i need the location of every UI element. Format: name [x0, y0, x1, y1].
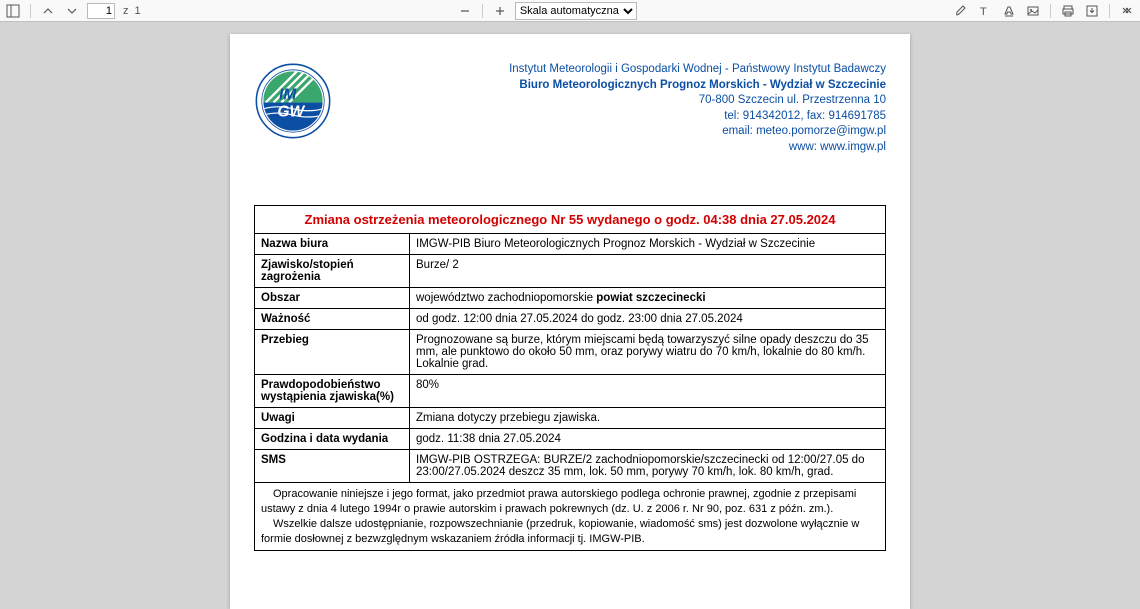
row-value: godz. 11:38 dnia 27.05.2024: [410, 429, 886, 450]
table-row: Uwagi Zmiana dotyczy przebiegu zjawiska.: [255, 408, 886, 429]
pdf-viewer[interactable]: IM GW Instytut Meteorologii i Gospodarki…: [0, 22, 1140, 609]
toolbar-separator: [1050, 4, 1051, 18]
zoom-in-button[interactable]: [491, 2, 509, 20]
page-total-label: 1: [135, 5, 141, 17]
image-button[interactable]: [1024, 2, 1042, 20]
row-label: Nazwa biura: [255, 234, 410, 255]
row-value: Prognozowane są burze, którym miejscami …: [410, 330, 886, 375]
footnote-row: Opracowanie niniejsze i jego format, jak…: [255, 483, 886, 551]
svg-text:T: T: [980, 6, 987, 18]
sidebar-toggle-button[interactable]: [4, 2, 22, 20]
row-value: Burze/ 2: [410, 255, 886, 288]
zoom-out-button[interactable]: [456, 2, 474, 20]
warning-title: Zmiana ostrzeżenia meteorologicznego Nr …: [255, 206, 886, 234]
pdf-page: IM GW Instytut Meteorologii i Gospodarki…: [230, 34, 910, 609]
zoom-select[interactable]: Skala automatyczna: [515, 2, 637, 20]
row-label: Uwagi: [255, 408, 410, 429]
row-value: 80%: [410, 375, 886, 408]
table-row: Obszar województwo zachodniopomorskie po…: [255, 288, 886, 309]
footnote-p1: Opracowanie niniejsze i jego format, jak…: [261, 487, 879, 517]
download-button[interactable]: [1083, 2, 1101, 20]
draw-button[interactable]: [952, 2, 970, 20]
footnote-cell: Opracowanie niniejsze i jego format, jak…: [255, 483, 886, 551]
institute-line1: Instytut Meteorologii i Gospodarki Wodne…: [388, 62, 886, 78]
row-value: IMGW-PIB Biuro Meteorologicznych Prognoz…: [410, 234, 886, 255]
table-row: Nazwa biura IMGW-PIB Biuro Meteorologicz…: [255, 234, 886, 255]
warning-title-row: Zmiana ostrzeżenia meteorologicznego Nr …: [255, 206, 886, 234]
row-label: Przebieg: [255, 330, 410, 375]
row-value-obszar: województwo zachodniopomorskie powiat sz…: [410, 288, 886, 309]
toolbar-separator: [482, 4, 483, 18]
text-tool-button[interactable]: T: [976, 2, 994, 20]
tools-menu-button[interactable]: [1118, 2, 1136, 20]
row-label: Godzina i data wydania: [255, 429, 410, 450]
footnote-p2: Wszelkie dalsze udostępnianie, rozpowsze…: [261, 517, 879, 547]
institute-address: 70-800 Szczecin ul. Przestrzenna 10: [388, 93, 886, 109]
table-row: Prawdopodobieństwo wystąpienia zjawiska(…: [255, 375, 886, 408]
row-label: Zjawisko/stopień zagrożenia: [255, 255, 410, 288]
toolbar-right: T: [952, 2, 1136, 20]
page-up-button[interactable]: [39, 2, 57, 20]
toolbar-left: z 1: [4, 2, 141, 20]
table-row: Godzina i data wydania godz. 11:38 dnia …: [255, 429, 886, 450]
toolbar-center: Skala automatyczna: [456, 2, 637, 20]
row-value: Zmiana dotyczy przebiegu zjawiska.: [410, 408, 886, 429]
table-row: SMS IMGW-PIB OSTRZEGA: BURZE/2 zachodnio…: [255, 450, 886, 483]
row-value: od godz. 12:00 dnia 27.05.2024 do godz. …: [410, 309, 886, 330]
toolbar-separator: [1109, 4, 1110, 18]
institute-www: www: www.imgw.pl: [388, 140, 886, 156]
obszar-bold: powiat szczecinecki: [596, 292, 705, 304]
institute-phone: tel: 914342012, fax: 914691785: [388, 109, 886, 125]
table-row: Zjawisko/stopień zagrożenia Burze/ 2: [255, 255, 886, 288]
imgw-logo: IM GW: [254, 62, 332, 140]
institute-block: Instytut Meteorologii i Gospodarki Wodne…: [348, 62, 886, 155]
print-button[interactable]: [1059, 2, 1077, 20]
document-header: IM GW Instytut Meteorologii i Gospodarki…: [254, 62, 886, 155]
row-value: IMGW-PIB OSTRZEGA: BURZE/2 zachodniopomo…: [410, 450, 886, 483]
highlight-button[interactable]: [1000, 2, 1018, 20]
page-separator-label: z: [123, 5, 129, 17]
table-row: Przebieg Prognozowane są burze, którym m…: [255, 330, 886, 375]
row-label: Obszar: [255, 288, 410, 309]
toolbar-separator: [30, 4, 31, 18]
table-row: Ważność od godz. 12:00 dnia 27.05.2024 d…: [255, 309, 886, 330]
warning-table: Zmiana ostrzeżenia meteorologicznego Nr …: [254, 205, 886, 551]
institute-email: email: meteo.pomorze@imgw.pl: [388, 124, 886, 140]
row-label: SMS: [255, 450, 410, 483]
page-number-input[interactable]: [87, 3, 115, 19]
logo-text-bottom: GW: [277, 104, 305, 121]
page-down-button[interactable]: [63, 2, 81, 20]
logo-text-top: IM: [279, 86, 297, 103]
row-label: Ważność: [255, 309, 410, 330]
pdf-toolbar: z 1 Skala automatyczna T: [0, 0, 1140, 22]
institute-line2: Biuro Meteorologicznych Prognoz Morskich…: [388, 78, 886, 94]
obszar-prefix: województwo zachodniopomorskie: [416, 292, 596, 304]
row-label: Prawdopodobieństwo wystąpienia zjawiska(…: [255, 375, 410, 408]
